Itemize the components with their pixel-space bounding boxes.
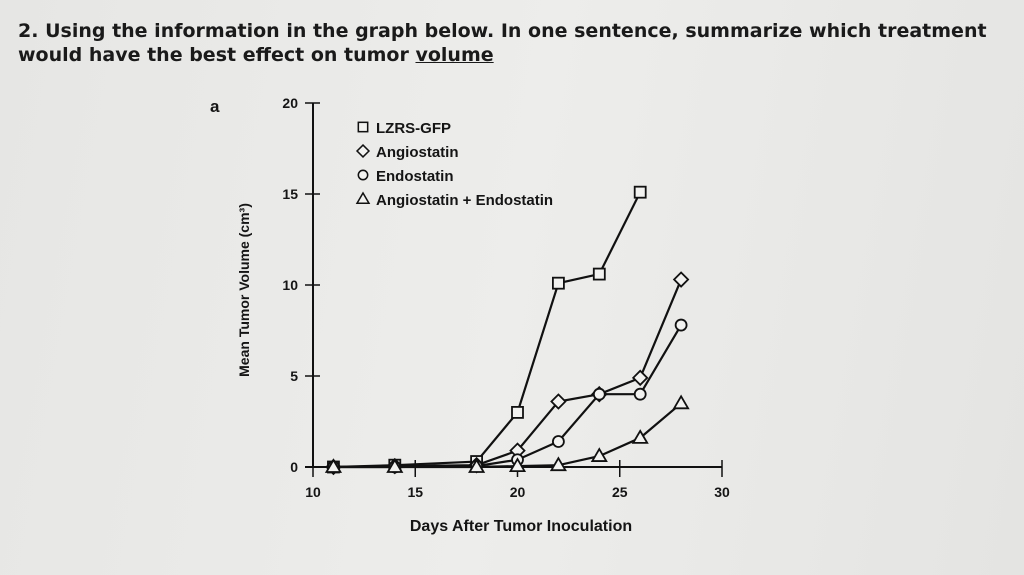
data-point-diamond — [672, 271, 690, 288]
data-point-circle — [552, 435, 565, 448]
legend-label: Angiostatin — [376, 144, 459, 161]
panel-label: a — [210, 97, 220, 116]
legend-marker-diamond — [355, 143, 371, 159]
data-point-triangle — [590, 447, 608, 462]
legend-item: Endostatin — [357, 168, 454, 185]
data-point-square — [592, 267, 606, 281]
markers-circle — [327, 318, 688, 474]
legend-item: LZRS-GFP — [357, 120, 451, 137]
question-body: Using the information in the graph below… — [18, 20, 987, 66]
series-triangle — [333, 402, 682, 469]
markers-triangle — [324, 394, 690, 473]
y-axis-label: Mean Tumor Volume (cm³) — [236, 203, 252, 377]
data-point-triangle — [672, 394, 690, 410]
series-line — [333, 402, 682, 469]
series-square — [333, 191, 642, 469]
series-line — [333, 324, 683, 469]
legend-item: Angiostatin — [355, 143, 459, 161]
data-point-diamond — [631, 369, 649, 387]
legend-marker-square — [357, 121, 369, 133]
x-tick-label: 25 — [612, 484, 628, 500]
data-point-triangle — [631, 429, 649, 444]
legend-item: Angiostatin + Endostatin — [355, 191, 553, 209]
x-tick-label: 10 — [305, 484, 321, 500]
data-point-triangle — [508, 457, 527, 472]
y-tick-label: 5 — [290, 368, 298, 384]
question-underlined-word: volume — [415, 44, 494, 66]
markers-square — [327, 185, 647, 474]
markers-diamond — [325, 271, 690, 476]
x-tick-label: 15 — [407, 484, 423, 500]
series-line — [333, 279, 683, 469]
data-point-square — [552, 276, 565, 290]
series-diamond — [333, 279, 683, 469]
y-tick-label: 10 — [282, 277, 298, 293]
series-circle — [333, 324, 683, 469]
data-point-triangle — [386, 458, 404, 473]
legend-label: LZRS-GFP — [376, 120, 451, 137]
data-point-triangle — [549, 456, 567, 472]
data-point-circle — [592, 387, 606, 401]
legend-marker-circle — [357, 169, 369, 181]
question-number: 2. — [18, 20, 39, 42]
data-point-circle — [674, 318, 688, 332]
y-tick-label: 0 — [290, 459, 298, 475]
data-point-diamond — [550, 393, 567, 410]
legend-label: Endostatin — [376, 168, 454, 185]
legend-label: Angiostatin + Endostatin — [376, 192, 553, 209]
legend-marker-triangle — [355, 191, 371, 205]
x-tick-label: 30 — [714, 484, 730, 500]
x-tick-label: 20 — [510, 484, 526, 500]
data-point-circle — [633, 387, 647, 401]
question-text: 2. Using the information in the graph be… — [18, 19, 1018, 67]
data-point-triangle — [324, 458, 343, 473]
x-axis-label: Days After Tumor Inoculation — [410, 518, 632, 535]
data-point-triangle — [468, 458, 486, 473]
y-tick-label: 15 — [282, 186, 298, 202]
data-point-square — [633, 185, 647, 199]
series-line — [333, 191, 642, 469]
y-tick-label: 20 — [282, 95, 298, 111]
data-point-square — [511, 405, 524, 419]
